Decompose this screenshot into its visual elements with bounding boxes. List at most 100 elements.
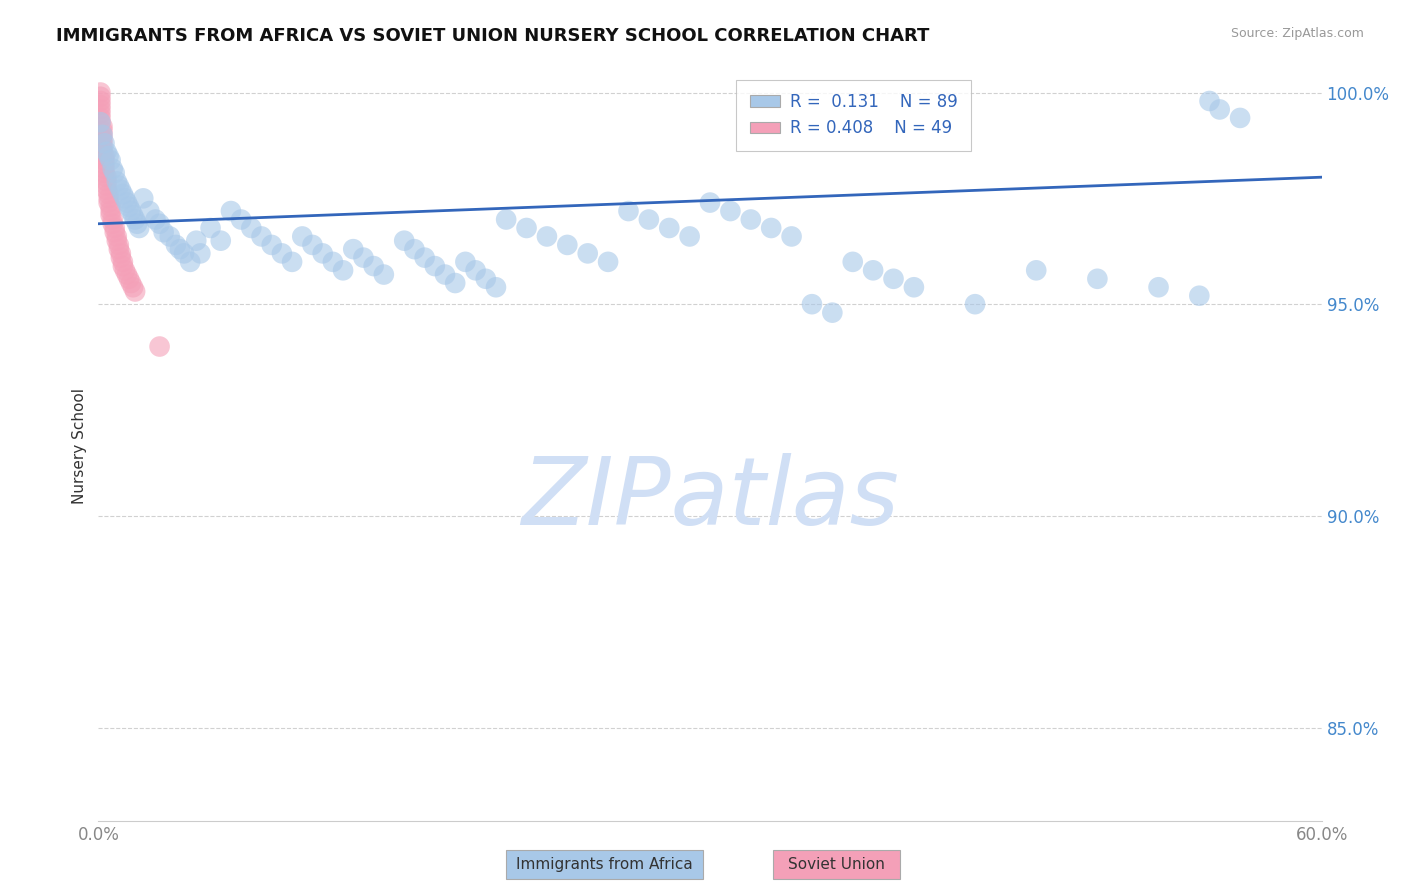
Point — [821, 306, 844, 320]
Point — [96, 183, 118, 197]
Point — [108, 178, 131, 193]
Point — [101, 161, 124, 176]
Point — [679, 229, 702, 244]
Point — [89, 106, 111, 120]
Point — [392, 234, 416, 248]
Point — [576, 246, 599, 260]
Point — [149, 339, 172, 353]
Point — [332, 263, 354, 277]
Point — [100, 204, 122, 219]
Point — [495, 212, 517, 227]
Point — [474, 272, 498, 286]
Point — [100, 200, 122, 214]
Point — [312, 246, 335, 260]
Point — [93, 153, 115, 168]
Point — [186, 234, 208, 248]
Point — [516, 221, 538, 235]
Point — [404, 242, 426, 256]
Point — [89, 111, 111, 125]
Point — [281, 255, 304, 269]
Point — [342, 242, 364, 256]
Point — [97, 195, 120, 210]
Point — [1188, 289, 1211, 303]
Point — [413, 251, 436, 265]
Point — [152, 225, 174, 239]
Point — [101, 217, 124, 231]
Point — [260, 238, 283, 252]
Point — [93, 166, 115, 180]
Point — [1229, 111, 1251, 125]
Point — [93, 161, 115, 176]
Point — [118, 200, 141, 214]
Point — [617, 204, 640, 219]
Point — [91, 120, 114, 134]
Point — [120, 204, 142, 219]
Legend: R =  0.131    N = 89, R = 0.408    N = 49: R = 0.131 N = 89, R = 0.408 N = 49 — [737, 79, 970, 151]
Point — [373, 268, 395, 282]
Point — [598, 255, 620, 269]
Point — [801, 297, 824, 311]
Point — [96, 145, 118, 159]
Point — [93, 157, 115, 171]
Point — [301, 238, 323, 252]
Point — [89, 115, 111, 129]
Point — [637, 212, 661, 227]
Point — [114, 191, 136, 205]
Point — [200, 221, 222, 235]
Point — [105, 174, 128, 188]
Point — [145, 212, 167, 227]
Point — [485, 280, 508, 294]
Text: Soviet Union: Soviet Union — [789, 857, 884, 871]
Point — [96, 178, 118, 193]
Point — [91, 145, 114, 159]
Point — [89, 103, 111, 117]
Point — [104, 221, 127, 235]
Point — [122, 208, 145, 222]
Point — [149, 217, 172, 231]
Point — [862, 263, 884, 277]
Point — [138, 204, 160, 219]
Point — [91, 128, 114, 142]
Point — [101, 212, 124, 227]
Point — [124, 285, 146, 299]
Point — [173, 246, 195, 260]
Point — [105, 234, 128, 248]
Point — [423, 259, 446, 273]
Point — [91, 128, 114, 142]
Point — [97, 149, 120, 163]
Point — [291, 229, 314, 244]
Point — [111, 187, 134, 202]
Point — [89, 86, 111, 100]
Point — [903, 280, 925, 294]
Point — [352, 251, 374, 265]
Point — [91, 132, 114, 146]
Point — [1147, 280, 1170, 294]
Point — [699, 195, 721, 210]
Point — [165, 238, 187, 252]
Point — [159, 229, 181, 244]
Point — [128, 221, 150, 235]
Point — [322, 255, 344, 269]
Point — [114, 263, 136, 277]
Point — [434, 268, 457, 282]
Point — [89, 115, 111, 129]
Point — [188, 246, 212, 260]
Point — [179, 255, 201, 269]
Text: Source: ZipAtlas.com: Source: ZipAtlas.com — [1230, 27, 1364, 40]
Point — [169, 242, 191, 256]
Point — [120, 276, 142, 290]
Text: ZIPatlas: ZIPatlas — [522, 453, 898, 544]
Point — [555, 238, 579, 252]
Point — [96, 170, 118, 185]
Text: Immigrants from Africa: Immigrants from Africa — [516, 857, 693, 871]
Point — [464, 263, 486, 277]
Point — [270, 246, 294, 260]
Point — [91, 123, 114, 137]
Point — [780, 229, 803, 244]
Point — [96, 174, 118, 188]
Point — [841, 255, 863, 269]
Point — [110, 251, 132, 265]
Point — [93, 149, 115, 163]
Point — [97, 191, 120, 205]
Point — [89, 94, 111, 108]
